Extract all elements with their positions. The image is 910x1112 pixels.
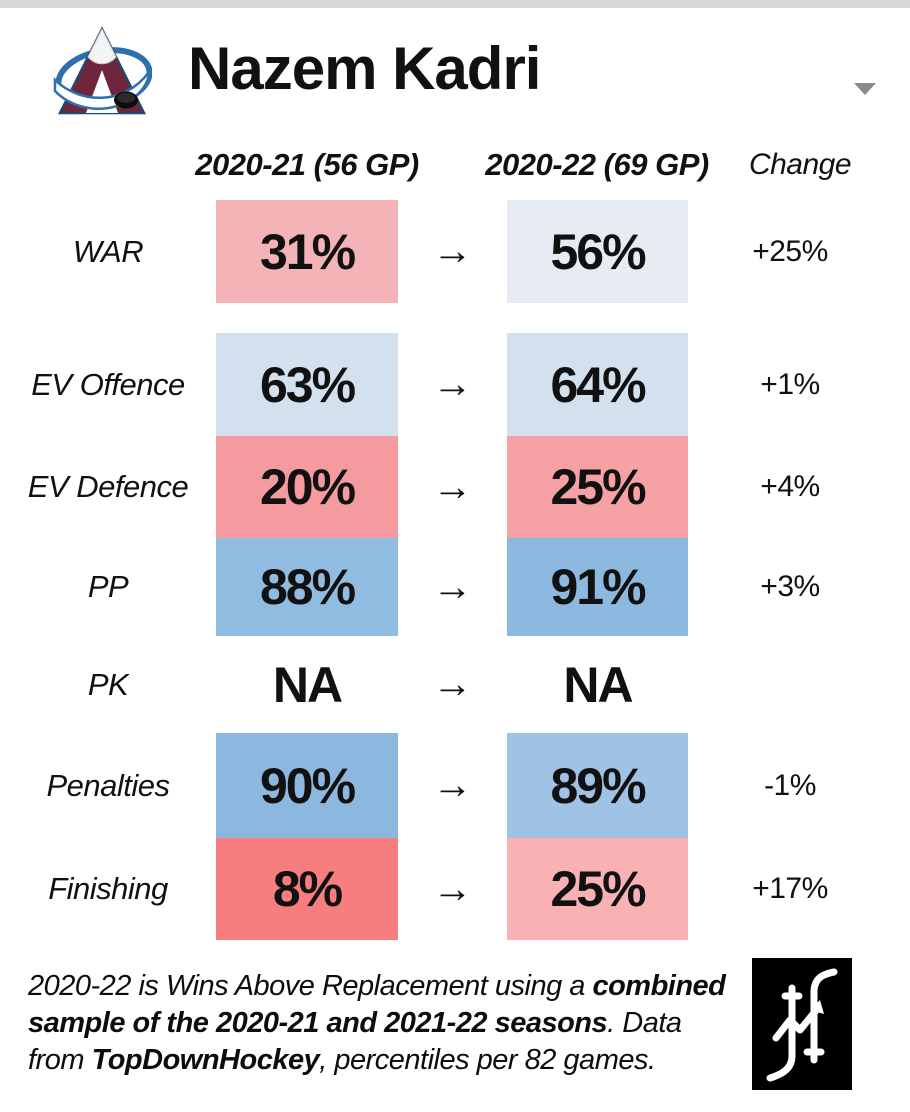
change-value — [690, 636, 890, 733]
stat-value: NA — [563, 656, 633, 713]
row-label: PK — [87, 666, 129, 702]
stat-cell-season1: 31% — [216, 200, 398, 303]
stat-value: 63% — [259, 356, 356, 413]
footnote-bold-sample: combined sample of the 2020-21 and 2021-… — [28, 970, 726, 1039]
row-label: EV Offence — [31, 366, 185, 402]
footnote-text: 2020-22 is Wins Above Replacement using … — [28, 970, 593, 1002]
table-row-war: WAR 31% → 56% +25% — [0, 200, 910, 303]
stat-cell-season1: 90% — [216, 733, 398, 838]
stat-cell-season2: 89% — [507, 733, 688, 838]
top-divider-bar — [0, 0, 910, 8]
change-value: +17% — [752, 872, 828, 905]
footnote-bold-source: TopDownHockey — [91, 1044, 320, 1076]
table-row-ev-defence: EV Defence 20% → 25% +4% — [0, 436, 910, 538]
stat-cell-season1: 20% — [216, 436, 398, 538]
stat-cell-season2: NA — [507, 636, 688, 733]
change-value: +4% — [760, 470, 820, 503]
footnote: 2020-22 is Wins Above Replacement using … — [28, 968, 743, 1079]
table-row-pp: PP 88% → 91% +3% — [0, 538, 910, 636]
stat-cell-season1: 63% — [216, 333, 398, 436]
change-value: +1% — [760, 367, 820, 401]
arrow-right-icon: → — [432, 763, 473, 807]
change-value: +3% — [760, 570, 820, 603]
stat-cell-season2: 25% — [507, 838, 688, 940]
arrow-right-icon: → — [432, 464, 473, 509]
stat-value: 8% — [272, 861, 343, 917]
stat-value: 91% — [550, 559, 646, 615]
stat-value: 64% — [550, 356, 646, 413]
stat-cell-season1: 8% — [216, 838, 398, 940]
footnote-text: , percentiles per 82 games. — [319, 1044, 656, 1076]
footnote-text: . Data from — [28, 1007, 682, 1076]
stat-value: NA — [272, 656, 343, 713]
stat-cell-season2: 25% — [507, 436, 688, 538]
stat-cell-season1: 88% — [216, 538, 398, 636]
stat-cell-season2: 56% — [507, 200, 688, 303]
stat-cell-season2: 64% — [507, 333, 688, 436]
stat-value: 25% — [550, 861, 646, 917]
page-title: Nazem Kadri — [188, 35, 541, 102]
row-label: Penalties — [46, 767, 170, 803]
table-row-ev-offence: EV Offence 63% → 64% +1% — [0, 333, 910, 436]
row-label: WAR — [72, 233, 144, 269]
table-row-penalties: Penalties 90% → 89% -1% — [0, 733, 910, 838]
row-label: Finishing — [48, 871, 168, 906]
column-header-change: Change — [748, 148, 852, 181]
arrow-right-icon: → — [432, 866, 473, 911]
arrow-right-icon: → — [432, 362, 473, 406]
jfresh-monogram-icon — [766, 968, 838, 1082]
chevron-down-icon[interactable] — [854, 83, 876, 95]
column-headers: 2020-21 (56 GP) 2020-22 (69 GP) Change — [0, 142, 910, 188]
jfresh-hockey-logo — [752, 958, 852, 1090]
stat-value: 20% — [259, 459, 356, 515]
stat-value: 56% — [550, 223, 646, 280]
table-row-finishing: Finishing 8% → 25% +17% — [0, 838, 910, 940]
column-header-season1: 2020-21 (56 GP) — [195, 147, 419, 182]
arrow-right-icon: → — [432, 662, 473, 706]
stat-value: 88% — [259, 559, 356, 615]
change-value: +25% — [752, 234, 828, 268]
row-label: PP — [87, 569, 129, 604]
stat-value: 89% — [550, 757, 646, 814]
arrow-right-icon: → — [432, 229, 473, 273]
colorado-avalanche-logo — [53, 26, 152, 115]
arrow-right-icon: → — [432, 564, 473, 609]
table-row-pk: PK NA → NA — [0, 636, 910, 733]
stat-value: 25% — [550, 459, 646, 515]
column-header-season2: 2020-22 (69 GP) — [485, 147, 709, 182]
stat-cell-season1: NA — [216, 636, 398, 733]
stat-cell-season2: 91% — [507, 538, 688, 636]
stat-value: 90% — [259, 757, 356, 814]
stat-value: 31% — [259, 223, 356, 280]
row-label: EV Defence — [27, 469, 189, 504]
change-value: -1% — [764, 768, 816, 802]
